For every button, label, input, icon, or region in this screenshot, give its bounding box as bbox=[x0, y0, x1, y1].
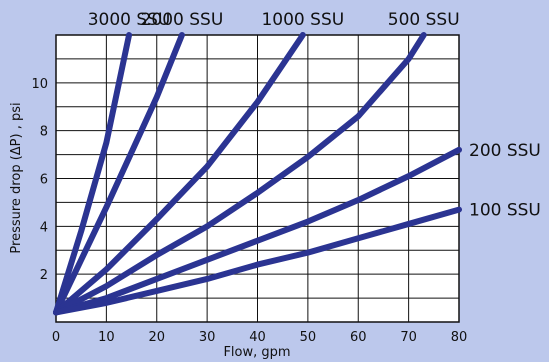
series-lines bbox=[53, 32, 462, 316]
series-line-500-ssu bbox=[53, 32, 427, 316]
series-label: 100 SSU bbox=[469, 201, 541, 221]
x-tick-label: 0 bbox=[52, 330, 60, 345]
series-line-2000-ssu bbox=[53, 32, 185, 316]
series-line-100-ssu bbox=[53, 206, 462, 316]
y-tick-label: 10 bbox=[31, 77, 48, 92]
series-line-1000-ssu bbox=[53, 32, 306, 316]
y-tick-label: 8 bbox=[40, 125, 48, 140]
series-line-200-ssu bbox=[53, 146, 462, 316]
x-tick-label: 20 bbox=[148, 330, 165, 345]
series-label: 3000 SSU bbox=[88, 10, 171, 30]
series-label: 1000 SSU bbox=[261, 10, 344, 30]
y-tick-label: 6 bbox=[40, 173, 48, 188]
x-tick-label: 30 bbox=[199, 330, 216, 345]
x-tick-label: 80 bbox=[451, 330, 468, 345]
x-tick-label: 60 bbox=[350, 330, 367, 345]
x-tick-label: 10 bbox=[98, 330, 115, 345]
x-tick-label: 50 bbox=[300, 330, 317, 345]
series-line-3000-ssu bbox=[53, 32, 133, 316]
series-label: 2000 SSU bbox=[141, 10, 224, 30]
x-tick-label: 70 bbox=[400, 330, 417, 345]
y-tick-label: 2 bbox=[40, 268, 48, 283]
series-label: 500 SSU bbox=[388, 10, 460, 30]
x-tick-label: 40 bbox=[249, 330, 266, 345]
series-label: 200 SSU bbox=[469, 141, 541, 161]
x-axis-label: Flow, gpm bbox=[223, 345, 290, 360]
y-axis-label: Pressure drop (ΔP) , psi bbox=[9, 102, 24, 253]
y-tick-labels: 2 4 6 8 10 bbox=[31, 77, 48, 283]
y-tick-label: 4 bbox=[40, 220, 48, 235]
x-tick-labels: 0 10 20 30 40 50 60 70 80 bbox=[52, 330, 467, 345]
